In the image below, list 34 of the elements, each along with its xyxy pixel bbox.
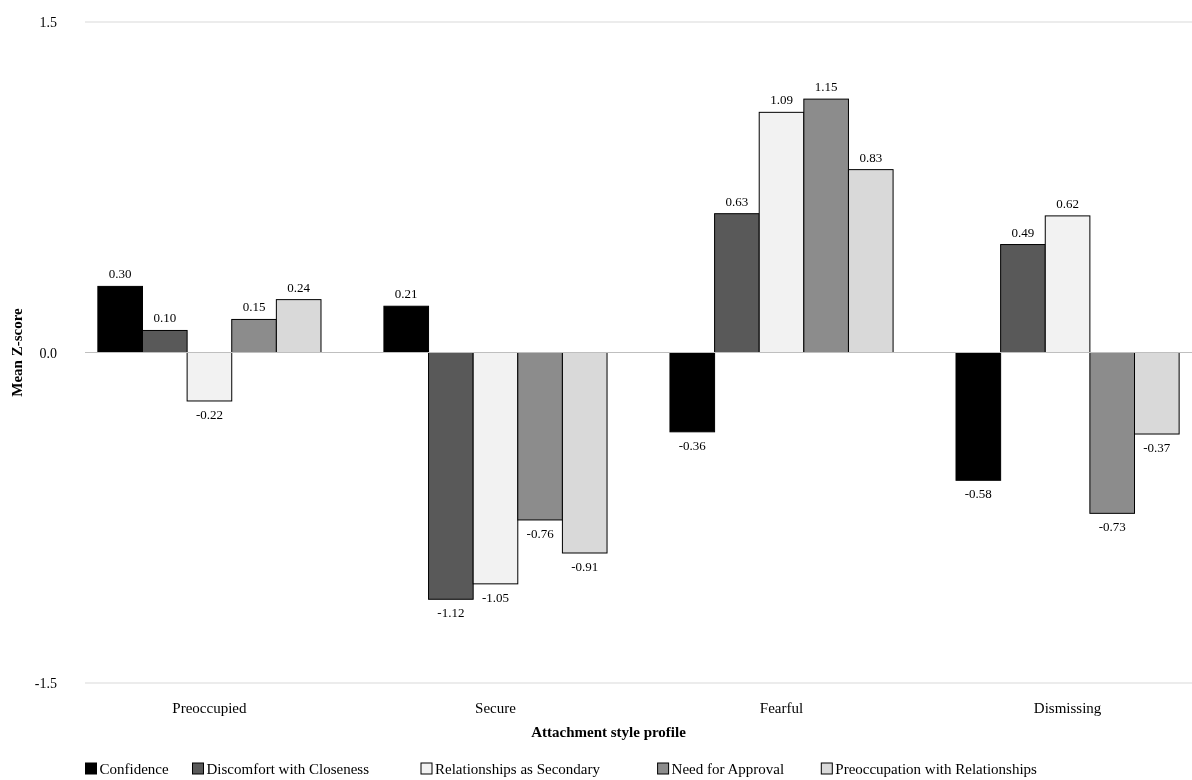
data-label: 0.62 bbox=[1056, 195, 1079, 211]
data-label: 0.15 bbox=[242, 299, 266, 315]
x-tick-label: Fearful bbox=[759, 700, 804, 716]
x-tick-label: Secure bbox=[475, 700, 517, 716]
legend-label: Need for Approval bbox=[671, 761, 785, 777]
data-label: -0.73 bbox=[1098, 519, 1126, 535]
x-tick-label: Preoccupied bbox=[172, 700, 247, 716]
y-axis-title: Mean Z-score bbox=[9, 307, 25, 397]
data-label: 0.30 bbox=[108, 266, 132, 282]
y-tick-label: 1.5 bbox=[39, 15, 57, 30]
data-label: -1.12 bbox=[437, 605, 465, 621]
data-label: 0.21 bbox=[394, 286, 418, 302]
data-label: -0.36 bbox=[678, 437, 707, 453]
data-label: 0.49 bbox=[1011, 224, 1035, 240]
data-label: 0.63 bbox=[725, 193, 749, 209]
data-label: -0.22 bbox=[195, 406, 223, 422]
data-label: -0.76 bbox=[526, 525, 555, 541]
y-tick-label: -1.5 bbox=[34, 676, 57, 691]
data-label: -1.05 bbox=[481, 589, 510, 605]
data-label: -0.58 bbox=[964, 486, 992, 502]
data-label: -0.37 bbox=[1143, 440, 1171, 456]
data-label: 0.24 bbox=[287, 279, 311, 295]
data-label: 0.83 bbox=[859, 149, 883, 165]
data-label: -0.91 bbox=[571, 559, 599, 574]
x-tick-label: Dismissing bbox=[1033, 700, 1102, 716]
y-tick-label: 0.0 bbox=[39, 345, 57, 361]
legend-label: Preoccupation with Relationships bbox=[835, 761, 1038, 777]
x-axis-title: Attachment style profile bbox=[531, 724, 687, 740]
legend-label: Confidence bbox=[99, 761, 169, 777]
data-label: 0.10 bbox=[153, 310, 177, 326]
legend-label: Relationships as Secondary bbox=[435, 761, 601, 777]
data-label: 1.09 bbox=[770, 92, 793, 108]
legend-label: Discomfort with Closeness bbox=[206, 761, 370, 777]
data-label: 1.15 bbox=[814, 79, 838, 95]
